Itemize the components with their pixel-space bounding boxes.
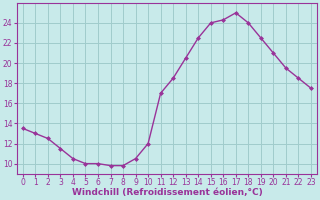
- X-axis label: Windchill (Refroidissement éolien,°C): Windchill (Refroidissement éolien,°C): [72, 188, 262, 197]
